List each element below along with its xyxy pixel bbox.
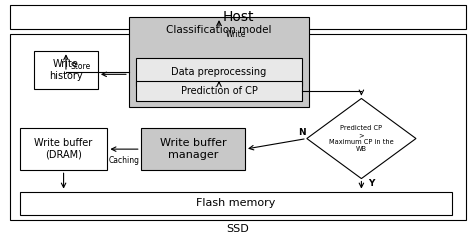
Text: Predicted CP
>
Maximum CP in the
WB: Predicted CP > Maximum CP in the WB xyxy=(329,125,394,152)
Text: SSD: SSD xyxy=(227,224,249,234)
Text: Host: Host xyxy=(222,10,254,24)
FancyBboxPatch shape xyxy=(129,17,309,107)
FancyBboxPatch shape xyxy=(34,51,98,89)
Text: Write
history: Write history xyxy=(49,59,83,81)
Text: Store: Store xyxy=(71,62,91,71)
Text: Write buffer
manager: Write buffer manager xyxy=(159,138,226,160)
Polygon shape xyxy=(307,98,416,179)
Text: Write buffer
(DRAM): Write buffer (DRAM) xyxy=(34,138,93,160)
FancyBboxPatch shape xyxy=(20,191,452,215)
Text: Caching: Caching xyxy=(109,156,139,165)
FancyBboxPatch shape xyxy=(20,128,108,170)
FancyBboxPatch shape xyxy=(136,58,302,86)
Text: Data preprocessing: Data preprocessing xyxy=(171,67,267,77)
Text: Flash memory: Flash memory xyxy=(196,198,275,208)
FancyBboxPatch shape xyxy=(10,5,466,29)
FancyBboxPatch shape xyxy=(136,81,302,101)
FancyBboxPatch shape xyxy=(141,128,245,170)
Text: N: N xyxy=(298,128,306,137)
Text: Write: Write xyxy=(226,30,247,39)
Text: Prediction of CP: Prediction of CP xyxy=(180,86,258,96)
Text: Y: Y xyxy=(367,179,374,188)
FancyBboxPatch shape xyxy=(10,34,466,220)
Text: Classification model: Classification model xyxy=(166,25,272,35)
